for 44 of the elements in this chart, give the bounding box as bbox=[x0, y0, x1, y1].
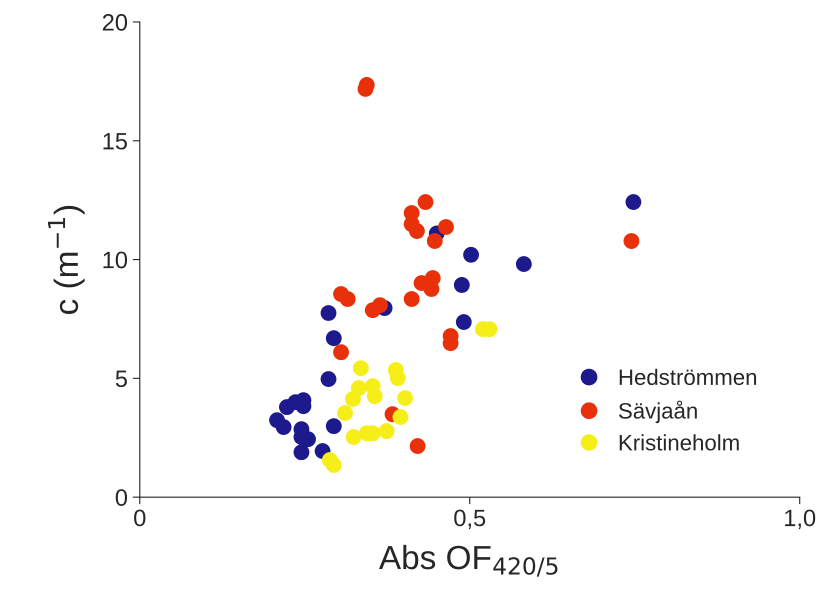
point bbox=[390, 370, 406, 386]
y-tick-label: 15 bbox=[104, 133, 127, 150]
x-tick-label: 1,0 bbox=[785, 510, 816, 530]
point bbox=[463, 246, 479, 263]
y-tick-label: 5 bbox=[116, 370, 127, 388]
point bbox=[454, 277, 470, 293]
legend-label: Hedströmmen bbox=[620, 368, 756, 386]
point bbox=[276, 419, 292, 435]
point bbox=[333, 344, 349, 360]
point bbox=[426, 233, 443, 249]
point bbox=[352, 360, 369, 376]
point bbox=[409, 223, 425, 239]
point bbox=[410, 438, 426, 454]
point bbox=[294, 444, 310, 460]
point bbox=[320, 371, 336, 387]
point bbox=[397, 390, 413, 406]
point bbox=[516, 256, 532, 272]
point bbox=[404, 291, 420, 307]
point bbox=[625, 194, 642, 210]
point bbox=[340, 291, 356, 307]
point bbox=[320, 305, 336, 321]
point bbox=[326, 457, 342, 473]
x-tick-label: 0,5 bbox=[454, 510, 486, 530]
point bbox=[326, 330, 342, 346]
y-tick-label: 20 bbox=[102, 14, 128, 31]
point bbox=[456, 314, 472, 330]
point bbox=[366, 388, 383, 404]
legend-label: Kristineholm bbox=[620, 434, 739, 451]
x-tick-label: 0 bbox=[134, 510, 146, 526]
legend-label: Sävjaån bbox=[618, 400, 697, 424]
point bbox=[372, 297, 388, 314]
point bbox=[438, 219, 454, 235]
point bbox=[378, 423, 394, 440]
x-axis-title: Abs OF$_{420/5}$ bbox=[378, 544, 558, 577]
point bbox=[418, 194, 434, 210]
point bbox=[624, 233, 640, 249]
y-axis-title: c (m$^{−1}$) bbox=[48, 206, 85, 314]
y-tick-label: 0 bbox=[116, 489, 128, 506]
point bbox=[326, 418, 342, 434]
point bbox=[345, 391, 361, 407]
point bbox=[346, 429, 362, 445]
point bbox=[337, 405, 353, 421]
y-tick-label: 10 bbox=[104, 252, 128, 268]
point bbox=[392, 409, 408, 425]
